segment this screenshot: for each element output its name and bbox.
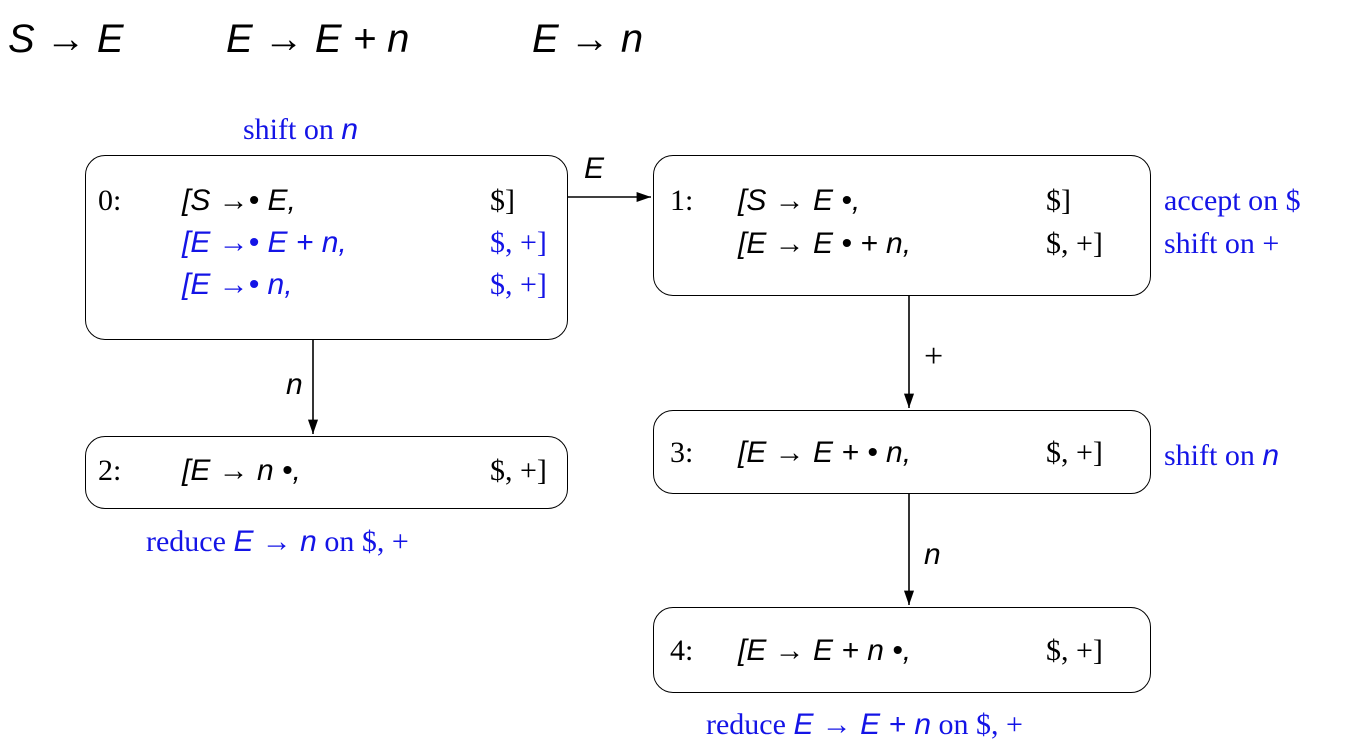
state-2-action-tail: on $, + — [324, 525, 409, 558]
state-2-number: 2: — [98, 454, 122, 487]
state-4-action-tail: on $, + — [938, 708, 1023, 741]
state-0-action-symbol: n — [341, 113, 359, 146]
state-0-box: 0: [S →• E, $] [E →• E + n, $, +] [E →• … — [85, 155, 568, 340]
edge-label-1-3: + — [924, 338, 944, 375]
edge-label-3-4: n — [924, 538, 941, 571]
state-2-action-word: reduce — [146, 525, 226, 558]
state-0-item-2-rule: [E →• n, — [182, 268, 293, 301]
state-0-item-0-rule: [S →• E, — [182, 184, 296, 217]
state-2-item-0-lookahead: $, +] — [490, 454, 547, 487]
state-2-action-rule: E → n — [233, 525, 317, 558]
state-1-box: 1: [S → E •, $] [E → E • + n, $, +] — [653, 155, 1151, 296]
edge-label-0-2: n — [286, 368, 303, 401]
state-1-item-0-rule: [S → E •, — [738, 184, 861, 217]
state-0-item-2-lookahead: $, +] — [490, 268, 547, 301]
state-3-item-0-lookahead: $, +] — [1046, 436, 1103, 469]
state-0-action: shift on n — [243, 110, 358, 150]
state-1-action-accept: accept on $ — [1164, 184, 1301, 217]
grammar-rule-3: E → n — [532, 17, 644, 61]
state-2-action: reduce E → n on $, + — [146, 522, 409, 562]
state-0-action-word: shift on — [243, 113, 334, 146]
edge-label-0-1: E — [584, 152, 605, 185]
state-2-item-0-rule: [E → n •, — [182, 454, 301, 487]
state-3-number: 3: — [670, 436, 694, 469]
state-3-action-word: shift on — [1164, 439, 1255, 472]
state-0-item-1-rule: [E →• E + n, — [182, 226, 347, 259]
state-3-action: shift on n — [1164, 436, 1279, 476]
state-3-item-0-rule: [E → E + • n, — [738, 436, 912, 469]
state-1-item-0-lookahead: $] — [1046, 184, 1071, 217]
state-4-action: reduce E → E + n on $, + — [706, 705, 1023, 745]
state-4-action-rule: E → E + n — [793, 708, 932, 741]
state-0-item-1-lookahead: $, +] — [490, 226, 547, 259]
state-3-box: 3: [E → E + • n, $, +] — [653, 410, 1151, 494]
state-0-item-0-lookahead: $] — [490, 184, 515, 217]
state-0-number: 0: — [98, 184, 122, 217]
state-4-item-0-rule: [E → E + n •, — [738, 634, 912, 667]
state-4-action-word: reduce — [706, 708, 786, 741]
state-4-number: 4: — [670, 634, 694, 667]
state-3-action-symbol: n — [1262, 439, 1280, 472]
state-1-action-shift: shift on + — [1164, 227, 1280, 260]
grammar-rule-2: E → E + n — [226, 17, 410, 61]
state-1-number: 1: — [670, 184, 694, 217]
grammar-rule-1: S → E — [8, 17, 124, 61]
state-1-item-1-rule: [E → E • + n, — [738, 227, 912, 260]
state-2-box: 2: [E → n •, $, +] — [85, 436, 568, 509]
state-4-item-0-lookahead: $, +] — [1046, 634, 1103, 667]
state-4-box: 4: [E → E + n •, $, +] — [653, 607, 1151, 693]
state-1-item-1-lookahead: $, +] — [1046, 227, 1103, 260]
